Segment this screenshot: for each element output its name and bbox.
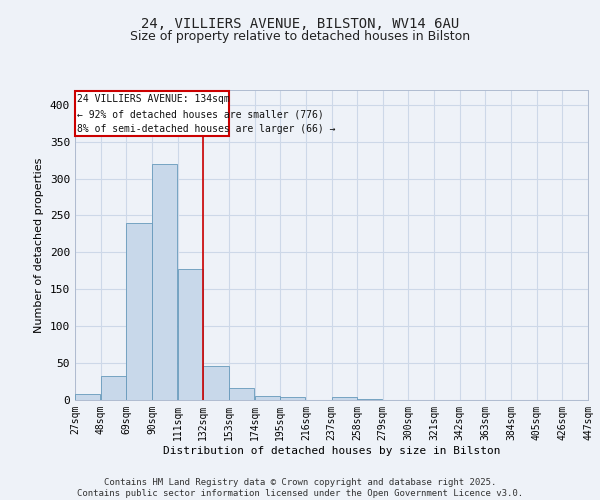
FancyBboxPatch shape (75, 92, 229, 136)
X-axis label: Distribution of detached houses by size in Bilston: Distribution of detached houses by size … (163, 446, 500, 456)
Bar (588, 398, 600, 400)
Bar (280, 397, 305, 400)
Bar (75, 394, 100, 400)
Y-axis label: Number of detached properties: Number of detached properties (34, 158, 44, 332)
Bar (229, 388, 254, 400)
Bar (152, 164, 177, 400)
Text: 24, VILLIERS AVENUE, BILSTON, WV14 6AU: 24, VILLIERS AVENUE, BILSTON, WV14 6AU (141, 18, 459, 32)
Bar (254, 396, 280, 400)
Text: 24 VILLIERS AVENUE: 134sqm: 24 VILLIERS AVENUE: 134sqm (77, 94, 230, 104)
Bar (178, 268, 203, 400)
Bar (331, 397, 357, 400)
Bar (101, 376, 126, 400)
Text: Size of property relative to detached houses in Bilston: Size of property relative to detached ho… (130, 30, 470, 43)
Bar (203, 366, 229, 400)
Text: 8% of semi-detached houses are larger (66) →: 8% of semi-detached houses are larger (6… (77, 124, 336, 134)
Bar (127, 223, 152, 400)
Text: Contains HM Land Registry data © Crown copyright and database right 2025.
Contai: Contains HM Land Registry data © Crown c… (77, 478, 523, 498)
Text: ← 92% of detached houses are smaller (776): ← 92% of detached houses are smaller (77… (77, 109, 324, 119)
